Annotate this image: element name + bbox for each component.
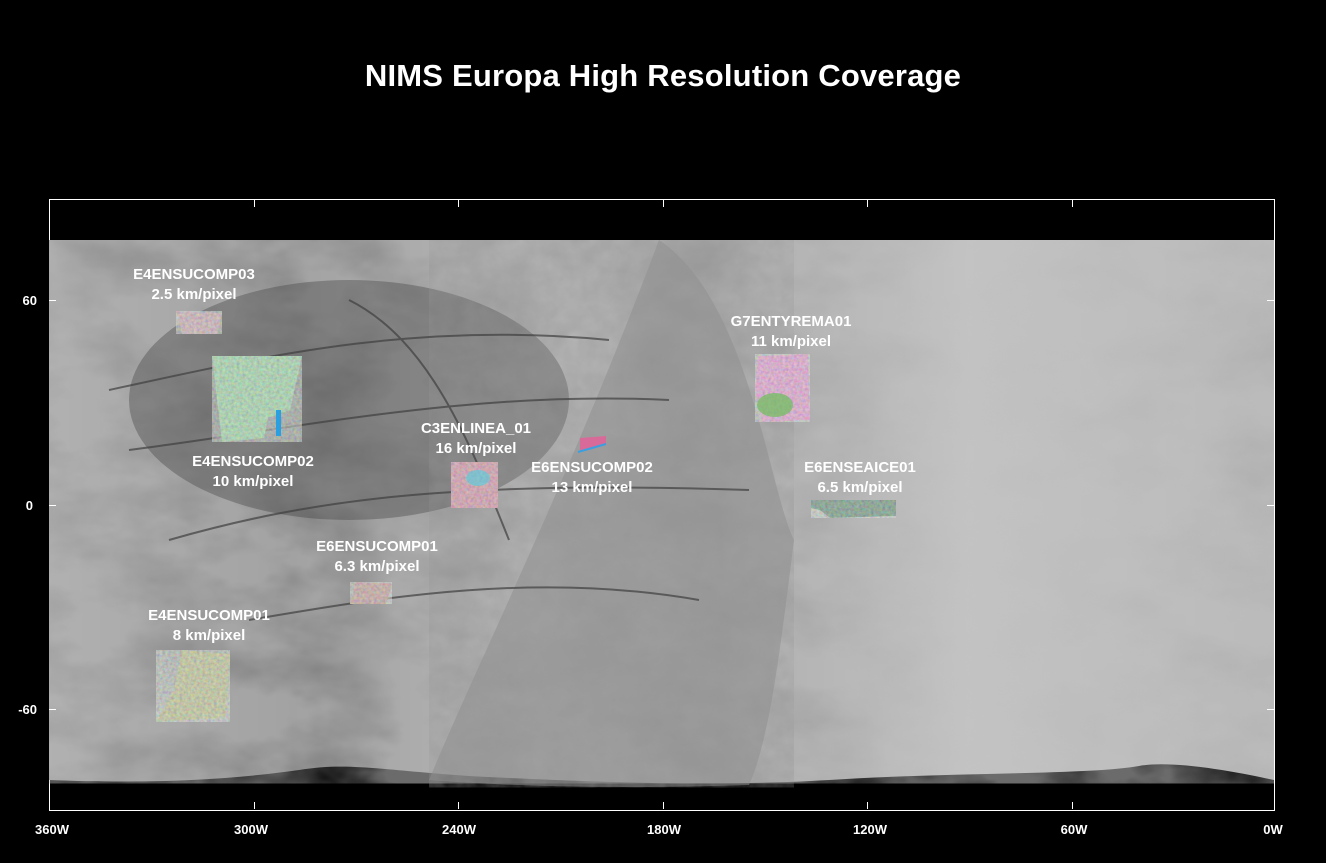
x-tick-60w-top [1072,200,1073,207]
x-tick-300w-top [254,200,255,207]
obs-label-e6enseaice01: E6ENSEAICE01 6.5 km/pixel [750,458,970,498]
obs-name: E4ENSUCOMP02 [192,453,314,470]
x-label-180w: 180W [647,822,681,837]
x-label-300w: 300W [234,822,268,837]
patch-e4ensucomp03 [176,311,222,334]
obs-name: G7ENTYREMA01 [730,313,852,330]
x-label-0w: 0W [1263,822,1283,837]
obs-resolution: 2.5 km/pixel [151,286,237,303]
europa-basemap [49,240,1274,788]
x-tick-240w-top [458,200,459,207]
x-tick-300w [254,802,255,809]
patch-e6ensucomp02 [577,436,607,453]
obs-label-e4ensucomp02: E4ENSUCOMP02 10 km/pixel [143,452,363,492]
obs-label-e6ensucomp02: E6ENSUCOMP02 13 km/pixel [482,458,702,498]
obs-name: E6ENSEAICE01 [804,459,916,476]
x-label-240w: 240W [442,822,476,837]
y-label-0: 0 [25,498,33,513]
y-tick-0-left [49,505,56,506]
x-tick-240w [458,802,459,809]
obs-label-e4ensucomp01: E4ENSUCOMP01 8 km/pixel [99,606,319,646]
obs-label-e6ensucomp01: E6ENSUCOMP01 6.3 km/pixel [267,537,487,577]
obs-resolution: 10 km/pixel [212,473,294,490]
x-label-360w: 360W [35,822,69,837]
x-tick-120w [867,802,868,809]
patch-e6ensucomp01 [350,582,392,604]
y-tick-neg60-left [49,709,56,710]
x-tick-180w-top [663,200,664,207]
x-tick-180w [663,802,664,809]
obs-name: E6ENSUCOMP01 [316,538,438,555]
y-tick-neg60-right [1267,709,1274,710]
patch-e4ensucomp02 [212,356,302,442]
x-label-60w: 60W [1060,822,1088,837]
obs-resolution: 11 km/pixel [750,333,832,350]
obs-resolution: 6.5 km/pixel [817,479,903,496]
y-tick-60-right [1267,300,1274,301]
x-tick-60w [1072,802,1073,809]
y-tick-0-right [1267,505,1274,506]
x-tick-120w-top [867,200,868,207]
obs-name: E4ENSUCOMP01 [148,607,270,624]
obs-resolution: 6.3 km/pixel [334,558,420,575]
y-label-60: 60 [22,293,37,308]
map-title: NIMS Europa High Resolution Coverage [364,58,962,93]
y-label-neg60: -60 [18,702,37,717]
obs-resolution: 8 km/pixel [172,627,246,644]
obs-resolution: 16 km/pixel [435,440,517,457]
obs-name: E6ENSUCOMP02 [531,459,653,476]
patch-g7entyrema01 [755,354,810,422]
obs-label-g7entyrema01: G7ENTYREMA01 11 km/pixel [681,312,901,352]
patch-e6enseaice01 [811,500,896,518]
obs-label-c3enlinea01: C3ENLINEA_01 16 km/pixel [366,419,586,459]
y-tick-60-left [49,300,56,301]
patch-e4ensucomp01 [156,650,230,722]
patch-c3enlinea01 [451,462,498,508]
obs-name: E4ENSUCOMP03 [133,266,255,283]
obs-resolution: 13 km/pixel [551,479,633,496]
x-label-120w: 120W [853,822,887,837]
obs-name: C3ENLINEA_01 [420,420,532,437]
obs-label-e4ensucomp03: E4ENSUCOMP03 2.5 km/pixel [84,265,304,305]
